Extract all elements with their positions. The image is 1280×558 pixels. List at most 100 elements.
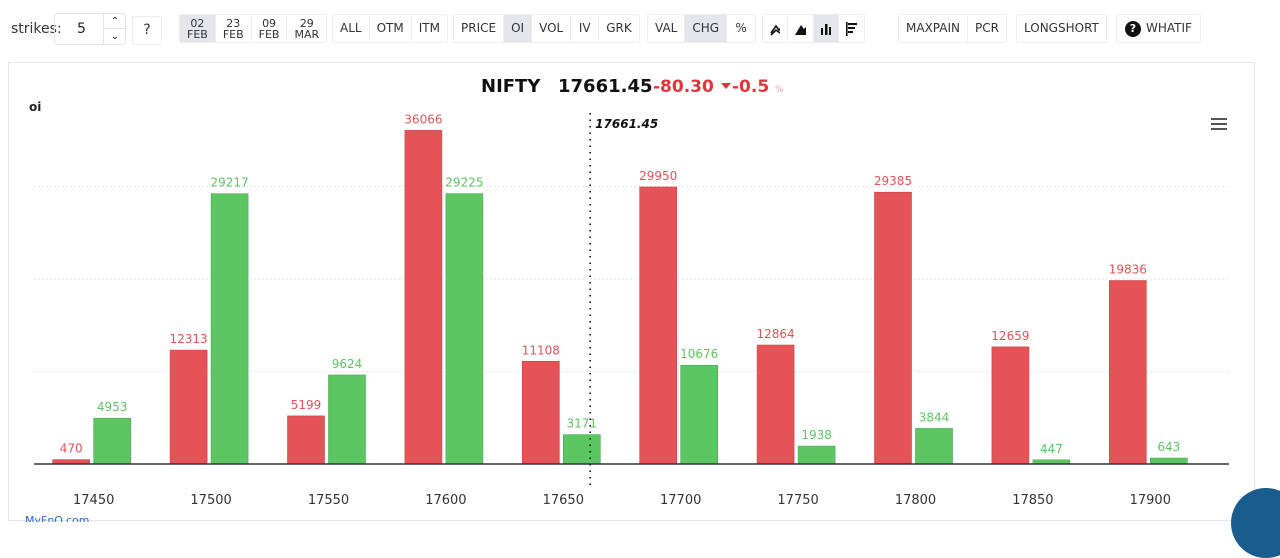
put-oi-bar	[93, 417, 131, 465]
x-tick-label: 17700	[660, 493, 701, 508]
filter-otm[interactable]: OTM	[370, 15, 412, 42]
metric-group: PRICE OI VOL IV GRK	[453, 14, 640, 43]
metric-iv[interactable]: IV	[571, 15, 600, 42]
x-tick-label: 17500	[190, 493, 231, 508]
call-oi-label: 5199	[291, 398, 322, 412]
x-tick-label: 17850	[1012, 493, 1053, 508]
call-oi-label: 29385	[874, 174, 912, 188]
expiry-month: MAR	[294, 27, 320, 41]
x-tick-label: 17900	[1130, 493, 1171, 508]
put-oi-bar	[328, 374, 366, 465]
x-tick-label: 17450	[73, 493, 114, 508]
whatif-button[interactable]: ? WHATIF	[1117, 15, 1200, 42]
put-oi-bar	[562, 434, 601, 465]
x-tick-label: 17550	[308, 493, 349, 508]
mode-percent[interactable]: %	[735, 21, 747, 35]
chart-type-group	[762, 14, 865, 43]
expiry-29-mar[interactable]: 29 MAR	[287, 15, 326, 42]
expiry-month: FEB	[187, 27, 208, 41]
metric-price[interactable]: PRICE	[454, 15, 505, 42]
metric-grk[interactable]: GRK	[606, 21, 632, 35]
strikes-value[interactable]: 5	[77, 21, 86, 37]
put-oi-label: 447	[1040, 442, 1063, 456]
moneyness-group: ALL OTM ITM	[332, 14, 448, 43]
spot-price: 17661.45	[558, 76, 653, 97]
help-button[interactable]: ?	[132, 16, 162, 45]
put-oi-bar	[680, 364, 719, 465]
y-axis-label: oi	[29, 100, 41, 114]
call-oi-label: 12659	[991, 329, 1029, 343]
call-oi-label: 470	[60, 442, 83, 456]
maxpain-button[interactable]: MAXPAIN	[899, 15, 968, 42]
expiry-day: 29	[299, 16, 314, 30]
put-oi-bar	[210, 193, 249, 465]
filter-all[interactable]: ALL	[333, 15, 370, 42]
call-oi-label: 11108	[522, 343, 560, 357]
price-change: -80.30	[653, 77, 714, 97]
spot-price-label: 17661.45	[595, 117, 658, 131]
call-oi-label: 19836	[1109, 263, 1147, 277]
horizontal-bar-icon[interactable]	[839, 15, 864, 42]
put-oi-label: 9624	[332, 357, 363, 371]
call-oi-bar	[1109, 280, 1147, 465]
pcr-button[interactable]: PCR	[974, 21, 999, 35]
call-oi-label: 12864	[757, 327, 795, 341]
put-oi-label: 29225	[445, 176, 483, 190]
put-oi-label: 3171	[567, 417, 598, 431]
put-oi-bar	[445, 193, 484, 465]
call-oi-label: 12313	[170, 332, 208, 346]
mode-val[interactable]: VAL	[648, 15, 686, 42]
metric-oi[interactable]: OI	[504, 15, 533, 42]
expiry-month: FEB	[258, 27, 280, 41]
put-oi-label: 1938	[801, 428, 832, 442]
expiry-09-feb[interactable]: 09 FEB	[252, 15, 288, 42]
chevron-up-icon[interactable]: ⌃	[103, 14, 126, 29]
help-label: ?	[143, 22, 151, 38]
x-tick-label: 17600	[425, 493, 466, 508]
strikes-label: strikes:	[11, 21, 62, 37]
x-tick-label: 17800	[895, 493, 936, 508]
put-oi-bar	[915, 428, 953, 465]
call-oi-bar	[287, 415, 325, 465]
x-tick-label: 17650	[543, 493, 584, 508]
call-oi-bar	[991, 346, 1030, 465]
expiry-23-feb[interactable]: 23 FEB	[216, 15, 252, 42]
line-chart-icon[interactable]	[763, 15, 788, 42]
expiry-day: 23	[226, 16, 241, 30]
mode-group: VAL CHG%	[647, 14, 757, 43]
mode-chg[interactable]: CHG	[685, 15, 728, 42]
menu-icon[interactable]	[1211, 118, 1227, 130]
put-oi-bar	[1150, 457, 1188, 465]
put-oi-label: 29217	[211, 176, 249, 190]
whatif-group: ? WHATIF	[1116, 14, 1201, 43]
filter-itm[interactable]: ITM	[418, 21, 440, 35]
analysis-group: MAXPAIN PCR	[898, 14, 1007, 43]
metric-vol[interactable]: VOL	[532, 15, 572, 42]
watermark: MyFnO.com	[25, 514, 90, 522]
chart-container: NIFTY 17661.45 -80.30 -0.5 % oi 470 4953 1…	[8, 62, 1255, 527]
put-oi-label: 643	[1157, 440, 1180, 454]
put-oi-label: 4953	[97, 400, 128, 414]
call-oi-bar	[404, 130, 443, 465]
chevron-down-icon[interactable]: ⌄	[103, 29, 126, 44]
question-circle-icon: ?	[1125, 20, 1141, 37]
x-tick-label: 17750	[777, 493, 818, 508]
strikes-stepper[interactable]: 5 ⌃ ⌄	[54, 13, 126, 45]
expiry-day: 09	[262, 16, 277, 30]
call-oi-bar	[756, 344, 795, 465]
call-oi-label: 36066	[404, 112, 442, 126]
put-oi-label: 3844	[919, 410, 950, 424]
toolbar: strikes: 5 ⌃ ⌄ ? 02 FEB 23 FEB 09 FEB 29 MAR AL…	[0, 13, 1280, 45]
put-oi-label: 10676	[680, 347, 718, 361]
chat-button[interactable]	[1231, 488, 1280, 558]
expiry-day: 02	[190, 16, 205, 30]
symbol: NIFTY	[481, 76, 541, 97]
area-chart-icon[interactable]	[788, 15, 814, 42]
expiry-group: 02 FEB 23 FEB 09 FEB 29 MAR	[179, 14, 328, 43]
longshort-button[interactable]: LONGSHORT	[1024, 21, 1099, 35]
oi-chart: NIFTY 17661.45 -80.30 -0.5 % oi 470 4953 1…	[25, 76, 1229, 527]
call-oi-label: 29950	[639, 169, 677, 183]
put-oi-bar	[797, 445, 836, 465]
expiry-02-feb[interactable]: 02 FEB	[180, 15, 216, 42]
bar-chart-icon[interactable]	[814, 15, 839, 42]
